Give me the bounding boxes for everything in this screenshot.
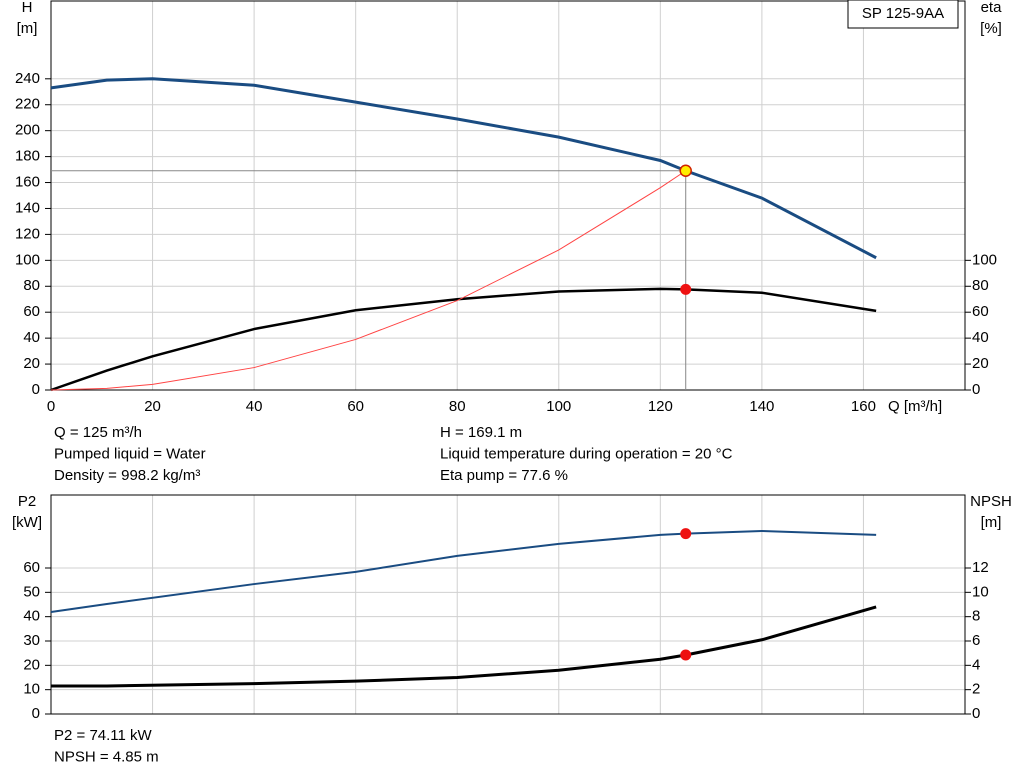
y2-tick-label: 0 xyxy=(972,705,980,722)
plot-frame xyxy=(50,0,966,391)
duty-point xyxy=(680,649,692,661)
info-text: Q = 125 m³/h xyxy=(54,424,142,441)
y-tick-label: 10 xyxy=(23,681,40,698)
y-tick-label: 40 xyxy=(23,329,40,346)
y2-tick-label: 4 xyxy=(972,656,980,673)
curve xyxy=(50,77,877,260)
y-tick-label: 160 xyxy=(15,174,40,191)
y2-tick-label: 2 xyxy=(972,681,980,698)
x-tick-label: 0 xyxy=(47,398,55,415)
y2-tick-label: 20 xyxy=(972,355,989,372)
y-axis-label: P2 xyxy=(18,493,36,510)
y2-tick-label: 8 xyxy=(972,608,980,625)
y2-axis-label: NPSH xyxy=(970,493,1012,510)
x-tick-label: 80 xyxy=(449,398,466,415)
info-text: NPSH = 4.85 m xyxy=(54,748,159,765)
x-tick-label: 40 xyxy=(246,398,263,415)
y-tick-label: 0 xyxy=(32,705,40,722)
y-tick-label: 20 xyxy=(23,355,40,372)
curve xyxy=(50,170,687,391)
y2-tick-label: 12 xyxy=(972,559,989,576)
y-tick-label: 50 xyxy=(23,583,40,600)
y2-tick-label: 100 xyxy=(972,251,997,268)
y2-tick-label: 60 xyxy=(972,303,989,320)
y-axis-unit: [m] xyxy=(17,20,38,37)
y2-tick-label: 80 xyxy=(972,277,989,294)
duty-point xyxy=(680,283,692,295)
y-tick-label: 60 xyxy=(23,559,40,576)
y-axis-unit: [kW] xyxy=(12,514,42,531)
x-tick-label: 60 xyxy=(347,398,364,415)
y-axis-label: H xyxy=(22,0,33,16)
curve xyxy=(50,287,877,392)
curve xyxy=(51,605,877,688)
curve xyxy=(50,530,877,614)
y2-tick-label: 6 xyxy=(972,632,980,649)
y2-axis-unit: [m] xyxy=(981,514,1002,531)
x-tick-label: 140 xyxy=(749,398,774,415)
x-tick-label: 100 xyxy=(546,398,571,415)
y-tick-label: 60 xyxy=(23,303,40,320)
y-tick-label: 100 xyxy=(15,251,40,268)
info-text: H = 169.1 m xyxy=(440,424,522,441)
x-tick-label: 20 xyxy=(144,398,161,415)
y2-axis-unit: [%] xyxy=(980,20,1002,37)
duty-point xyxy=(679,164,692,177)
y-tick-label: 80 xyxy=(23,277,40,294)
info-text: P2 = 74.11 kW xyxy=(54,727,153,744)
y-tick-label: 140 xyxy=(15,199,40,216)
y-tick-label: 40 xyxy=(23,608,40,625)
duty-point xyxy=(680,528,692,540)
y-tick-label: 120 xyxy=(15,225,40,242)
y-tick-label: 240 xyxy=(15,70,40,87)
plot-frame xyxy=(50,494,966,715)
y2-tick-label: 10 xyxy=(972,583,989,600)
y-tick-label: 20 xyxy=(23,656,40,673)
info-text: Pumped liquid = Water xyxy=(54,445,206,462)
y-tick-label: 0 xyxy=(32,381,40,398)
info-text: Liquid temperature during operation = 20… xyxy=(440,445,733,462)
info-text: Density = 998.2 kg/m³ xyxy=(54,467,200,484)
y2-tick-label: 40 xyxy=(972,329,989,346)
x-tick-label: 160 xyxy=(851,398,876,415)
pump-label: SP 125-9AA xyxy=(862,5,944,22)
y-tick-label: 180 xyxy=(15,148,40,165)
y-tick-label: 220 xyxy=(15,96,40,113)
y-tick-label: 200 xyxy=(15,122,40,139)
pump-label-box xyxy=(847,0,959,29)
x-tick-label: 120 xyxy=(648,398,673,415)
info-text: Eta pump = 77.6 % xyxy=(440,467,568,484)
x-axis-label: Q [m³/h] xyxy=(888,398,942,415)
y2-axis-label: eta xyxy=(981,0,1003,16)
y2-tick-label: 0 xyxy=(972,381,980,398)
y-tick-label: 30 xyxy=(23,632,40,649)
